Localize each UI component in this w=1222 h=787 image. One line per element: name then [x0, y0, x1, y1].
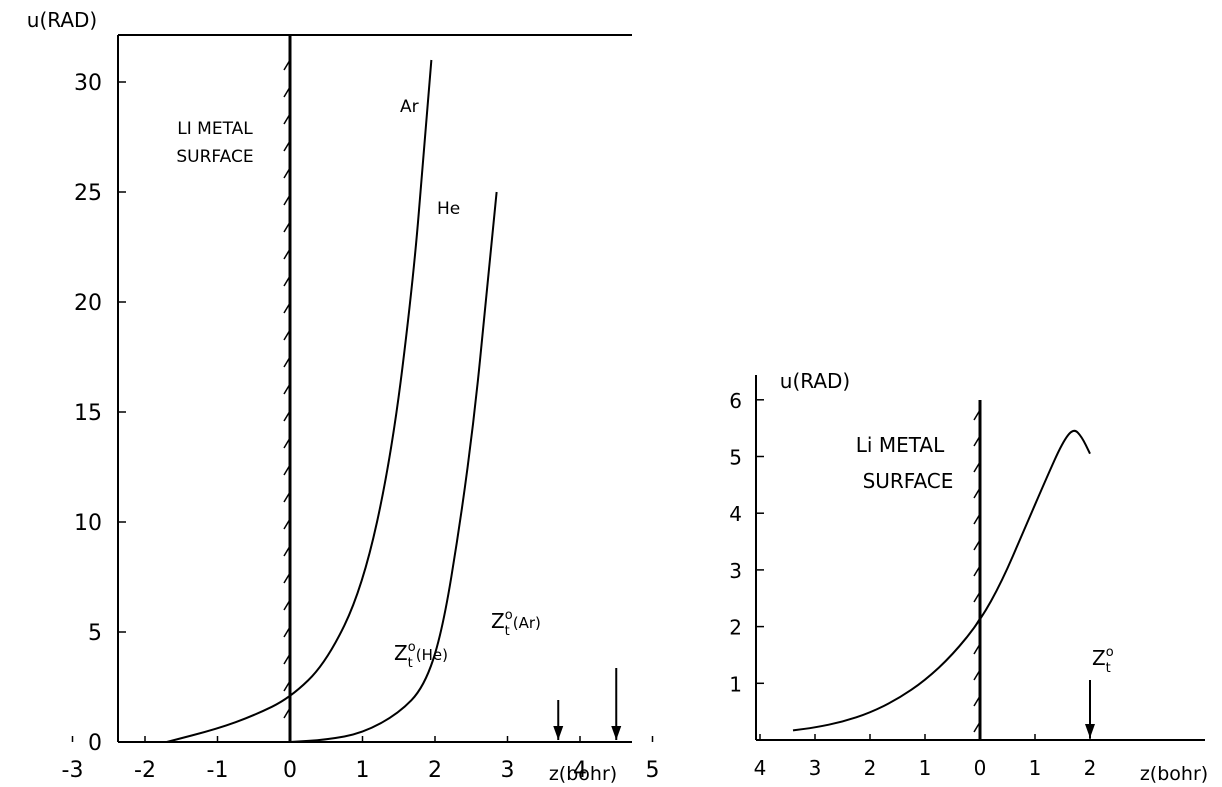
right-chart-surface-hatch: [973, 435, 981, 447]
left-chart-y-tick-label: 5: [88, 621, 102, 646]
left-chart-surface-hatch: [283, 59, 291, 71]
left-chart-surface-label: SURFACE: [176, 147, 253, 167]
right-chart-marker-arrow-head: [1085, 724, 1095, 738]
left-chart-surface-hatch: [283, 194, 291, 206]
left-chart-surface-hatch: [283, 626, 291, 638]
left-chart-surface-hatch: [283, 491, 291, 503]
right-chart-x-tick-label: 2: [1084, 756, 1097, 780]
left-chart-x-tick-label: 0: [283, 758, 297, 783]
left-chart-marker-arrow-head: [611, 726, 622, 740]
right-chart-x-tick-label: 0: [974, 756, 987, 780]
left-chart-surface-hatch: [283, 86, 291, 98]
left-chart-surface-hatch: [283, 707, 291, 719]
right-chart-surface-hatch: [973, 539, 981, 551]
left-chart-surface-hatch: [283, 572, 291, 584]
right-chart-surface-hatch: [973, 643, 981, 655]
left-chart-surface-hatch: [283, 545, 291, 557]
left-chart-series-he-line: [289, 191, 498, 743]
right-chart-surface-hatch: [973, 565, 981, 577]
right-chart-x-tick-label: 2: [864, 756, 877, 780]
left-chart-y-axis-label: u(RAD): [27, 8, 97, 32]
left-chart-series-label: He: [437, 199, 460, 219]
right-chart-x-tick-label: 1: [919, 756, 932, 780]
left-chart-surface-label: LI METAL: [177, 119, 253, 139]
right-chart-y-tick-label: 1: [729, 672, 742, 696]
left-chart-surface-hatch: [283, 302, 291, 314]
left-chart-surface-hatch: [283, 518, 291, 530]
left-chart-series-ar-line: [166, 59, 433, 743]
left-chart-marker-label: Zo t (Ar): [491, 608, 541, 639]
left-chart-x-tick-label: 2: [428, 758, 442, 783]
right-chart-x-axis-label: z(bohr): [1140, 763, 1208, 785]
left-chart-surface-hatch: [283, 329, 291, 341]
left-chart-surface-hatch: [283, 356, 291, 368]
left-chart-y-tick-label: 10: [74, 511, 102, 536]
left-chart-surface-hatch: [283, 653, 291, 665]
right-chart-surface-hatch: [973, 669, 981, 681]
left-chart-surface-hatch: [283, 221, 291, 233]
right-chart-surface-hatch: [973, 695, 981, 707]
left-chart-surface-hatch: [283, 437, 291, 449]
right-chart-y-tick-label: 3: [729, 559, 742, 583]
right-chart-surface-label: SURFACE: [863, 469, 954, 493]
left-chart-surface-hatch: [283, 113, 291, 125]
left-chart-x-tick-label: 3: [501, 758, 515, 783]
left-chart-y-tick-label: 30: [74, 71, 102, 96]
right-chart-y-tick-label: 4: [729, 502, 742, 526]
right-chart-marker-label: Zo t: [1092, 645, 1114, 676]
left-chart-surface-hatch: [283, 410, 291, 422]
right-chart-surface-hatch: [973, 591, 981, 603]
left-chart-x-tick-label: 5: [646, 758, 660, 783]
right-chart-x-tick-label: 3: [809, 756, 822, 780]
left-chart-surface-hatch: [283, 140, 291, 152]
left-chart-x-tick-label: -2: [134, 758, 156, 783]
right-chart-surface-hatch: [973, 409, 981, 421]
left-chart-series-label: Ar: [400, 97, 419, 117]
left-chart-surface-hatch: [283, 248, 291, 260]
left-chart-surface-hatch: [283, 599, 291, 611]
left-chart-marker-arrow-head: [553, 726, 564, 740]
left-chart-y-tick-label: 20: [74, 291, 102, 316]
right-chart-surface-hatch: [973, 487, 981, 499]
right-chart-surface-hatch: [973, 461, 981, 473]
right-chart-series-curve-line: [792, 429, 1091, 732]
left-chart-marker-label: Zo t (He): [394, 640, 448, 671]
right-chart-x-tick-label: 4: [754, 756, 767, 780]
right-chart-y-axis-label: u(RAD): [780, 369, 850, 393]
left-chart-surface-hatch: [283, 464, 291, 476]
right-chart-y-tick-label: 6: [729, 389, 742, 413]
left-chart-y-tick-label: 15: [74, 401, 102, 426]
left-chart-y-tick-label: 25: [74, 181, 102, 206]
left-chart-surface-hatch: [283, 275, 291, 287]
left-chart-x-tick-label: 1: [356, 758, 370, 783]
left-chart-x-tick-label: -1: [207, 758, 229, 783]
left-chart-x-tick-label: 4: [573, 758, 587, 783]
right-chart-surface-hatch: [973, 513, 981, 525]
right-chart-surface-hatch: [973, 721, 981, 733]
right-chart-y-tick-label: 5: [729, 446, 742, 470]
left-chart-surface-hatch: [283, 167, 291, 179]
right-chart-surface-label: Li METAL: [856, 433, 945, 457]
left-chart-y-tick-label: 0: [88, 731, 102, 756]
left-chart-x-axis-label: z(bohr): [549, 763, 617, 785]
left-chart-x-tick-label: -3: [62, 758, 84, 783]
left-chart-surface-hatch: [283, 383, 291, 395]
right-chart-y-tick-label: 2: [729, 616, 742, 640]
right-chart-x-tick-label: 1: [1029, 756, 1042, 780]
left-chart-surface-hatch: [283, 680, 291, 692]
